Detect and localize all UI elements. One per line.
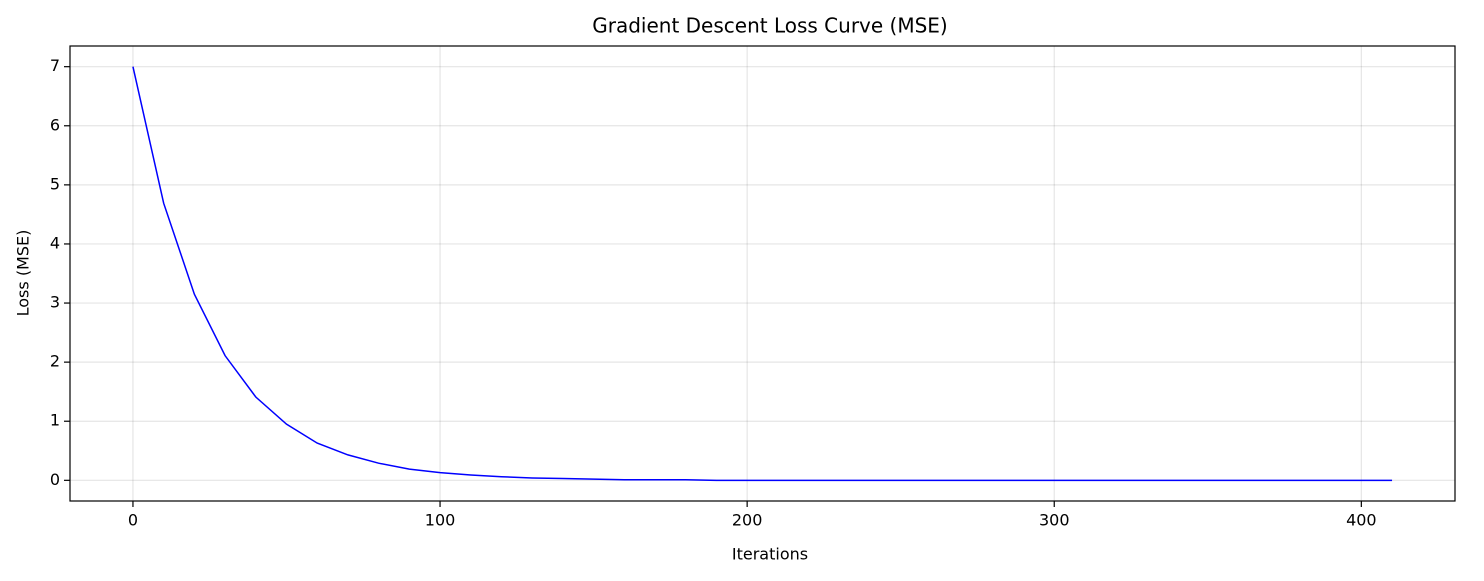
x-tick-label: 100: [425, 511, 456, 530]
x-tick-label: 0: [128, 511, 138, 530]
x-tick-label: 300: [1039, 511, 1070, 530]
y-tick-label: 5: [50, 174, 60, 193]
y-tick-label: 7: [50, 56, 60, 75]
y-tick-label: 4: [50, 233, 60, 252]
y-tick-label: 6: [50, 115, 60, 134]
y-tick-label: 0: [50, 470, 60, 489]
x-tick-label: 200: [732, 511, 763, 530]
chart-title: Gradient Descent Loss Curve (MSE): [592, 14, 948, 38]
y-axis-label: Loss (MSE): [14, 230, 33, 317]
plot-frame: [69, 45, 1456, 502]
y-tick-label: 3: [50, 293, 60, 312]
y-tick-label: 1: [50, 411, 60, 430]
y-tick-label: 2: [50, 352, 60, 371]
loss-line: [132, 66, 1393, 482]
x-tick-label: 400: [1346, 511, 1377, 530]
x-axis-label: Iterations: [732, 545, 808, 564]
